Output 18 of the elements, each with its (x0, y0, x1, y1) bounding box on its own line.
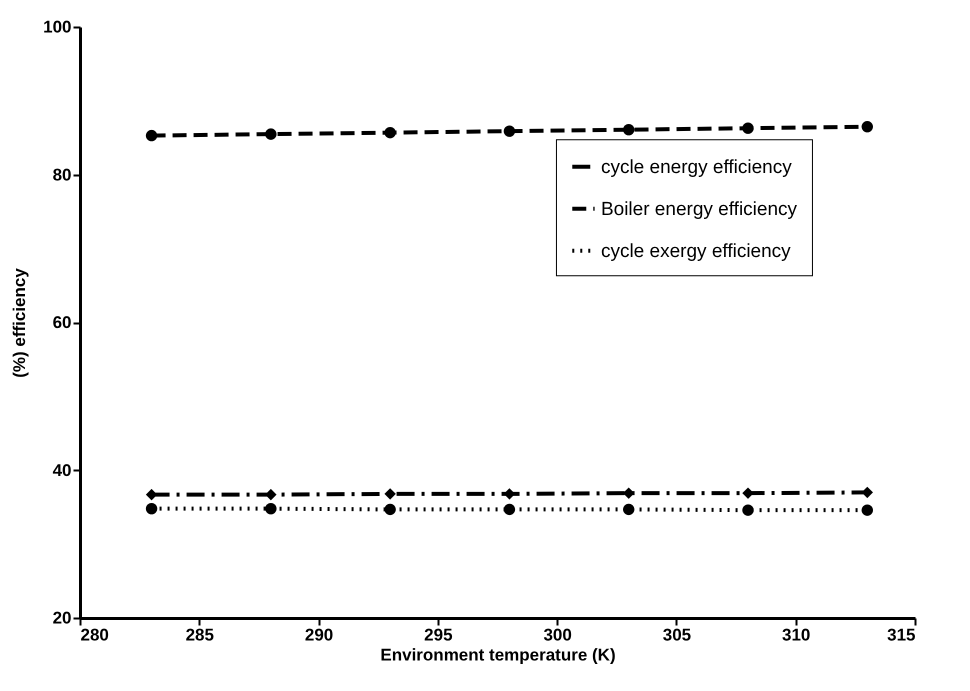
legend-label: Boiler energy efficiency (600, 198, 798, 220)
x-tick-label: 305 (662, 626, 692, 644)
y-axis-title: (%) efficiency (10, 268, 30, 378)
x-tick-label: 315 (887, 626, 916, 644)
x-tick-label: 290 (304, 626, 334, 644)
x-tick-label: 295 (424, 626, 453, 644)
x-tick-label: 300 (543, 626, 572, 644)
y-tick-label: 40 (52, 460, 72, 480)
x-tick-label: 285 (186, 626, 214, 644)
y-tick-label: 20 (52, 608, 72, 628)
x-axis-title: Environment temperature (K) (380, 646, 616, 664)
y-tick-label: 80 (52, 165, 72, 184)
legend-label: cycle exergy efficiency (600, 240, 792, 262)
legend-label: cycle energy efficiency (600, 156, 792, 178)
x-tick-label: 280 (80, 626, 109, 644)
x-tick-label: 310 (782, 626, 810, 644)
y-tick-label: 100 (43, 18, 72, 36)
y-tick-label: 60 (52, 313, 72, 332)
